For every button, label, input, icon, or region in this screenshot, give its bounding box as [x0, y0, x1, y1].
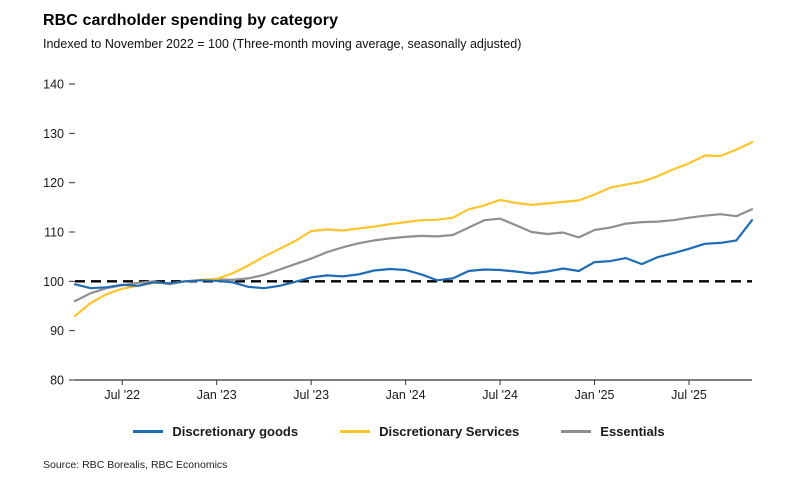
legend-swatch-discretionary-services — [340, 430, 371, 433]
x-tick-label: Jul '22 — [104, 388, 140, 402]
x-tick-label: Jul '23 — [293, 388, 329, 402]
x-tick-label: Jan '23 — [197, 388, 237, 402]
y-tick-label: 140 — [43, 78, 64, 92]
legend-swatch-discretionary-goods — [133, 430, 164, 433]
y-tick-label: 100 — [43, 275, 64, 289]
y-tick-label: 90 — [50, 324, 64, 338]
x-tick-label: Jul '24 — [482, 388, 518, 402]
legend-label-discretionary-services: Discretionary Services — [379, 424, 520, 439]
x-tick-label: Jul '25 — [671, 388, 707, 402]
series-line-discretionary-services — [73, 141, 754, 317]
legend-item-essentials: Essentials — [561, 424, 665, 439]
chart-title: RBC cardholder spending by category — [43, 12, 339, 29]
y-tick-label: 80 — [50, 374, 64, 388]
y-tick-label: 130 — [43, 127, 64, 141]
legend-label-discretionary-goods: Discretionary goods — [172, 424, 299, 439]
legend-item-discretionary-services: Discretionary Services — [340, 424, 519, 439]
legend-swatch-essentials — [561, 430, 592, 433]
chart-legend: Discretionary goods Discretionary Servic… — [0, 424, 798, 439]
series-line-essentials — [73, 208, 754, 303]
series-line-discretionary-goods — [73, 219, 754, 290]
legend-item-discretionary-goods: Discretionary goods — [133, 424, 298, 439]
y-tick-label: 120 — [43, 176, 64, 190]
chart-subtitle: Indexed to November 2022 = 100 (Three-mo… — [43, 37, 522, 51]
source-note: Source: RBC Borealis, RBC Economics — [43, 459, 228, 471]
x-tick-label: Jan '25 — [575, 388, 615, 402]
x-tick-label: Jan '24 — [386, 388, 426, 402]
legend-label-essentials: Essentials — [600, 424, 665, 439]
y-tick-label: 110 — [44, 226, 64, 240]
